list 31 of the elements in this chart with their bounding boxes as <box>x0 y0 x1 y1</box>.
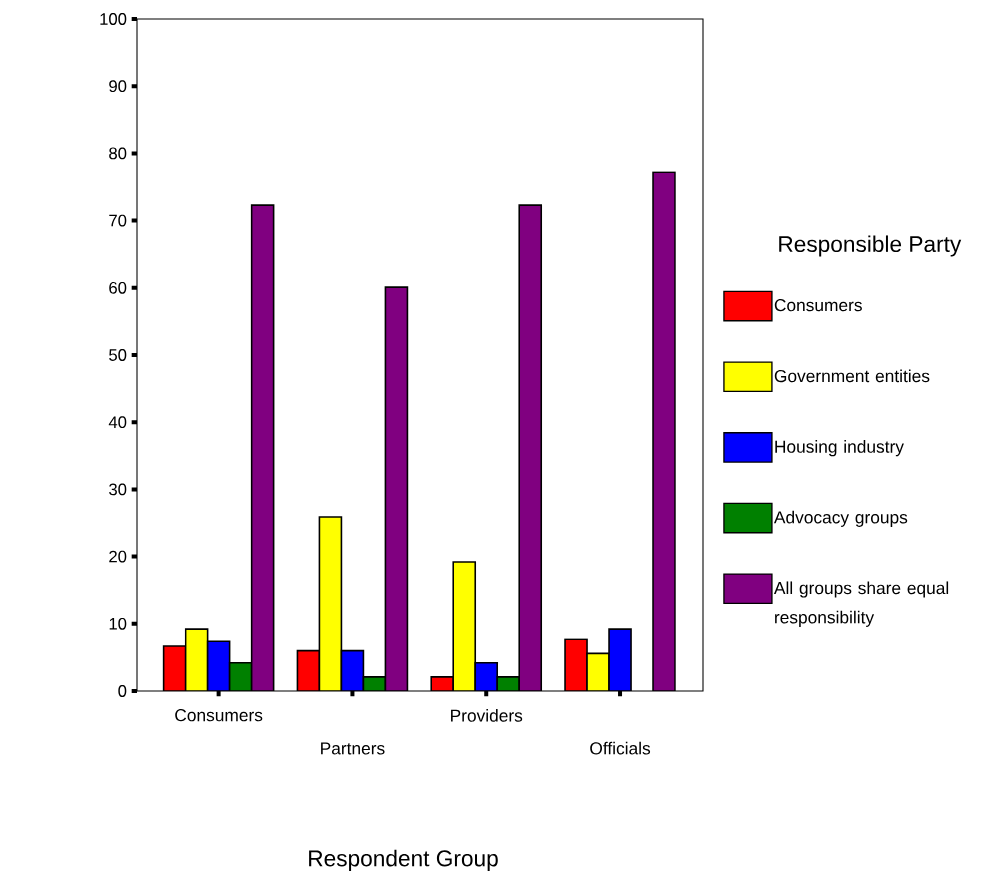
bar <box>162 645 187 691</box>
bar <box>184 628 209 691</box>
legend-label: All groups share equal responsibility <box>773 581 949 627</box>
x-tick-label: Providers <box>451 709 523 722</box>
y-tick-label: 60 <box>109 281 127 294</box>
y-tick-label: 100 <box>100 13 127 25</box>
y-tick-label: 30 <box>109 483 127 496</box>
bar <box>296 649 321 691</box>
legend-title: Responsible Party <box>779 235 962 257</box>
y-tick-label: 90 <box>109 80 127 93</box>
y-tick-label: 70 <box>109 214 127 227</box>
y-tick-label: 10 <box>109 617 127 630</box>
bar <box>384 286 409 691</box>
legend-label: Advocacy groups <box>773 510 908 527</box>
y-tick-label: 80 <box>109 147 127 160</box>
bar <box>250 204 275 691</box>
y-tick-label: 50 <box>109 349 127 361</box>
bar <box>206 640 231 691</box>
y-tick-label: 20 <box>109 550 127 563</box>
legend-label: Housing industry <box>775 440 904 457</box>
x-tick-label: Partners <box>321 742 385 755</box>
bar <box>652 171 676 691</box>
x-axis-title: Respondent Group <box>309 849 498 871</box>
y-tick-label: 0 <box>118 685 127 697</box>
x-tick-label: Officials <box>590 741 651 755</box>
y-tick-label: 40 <box>108 416 127 429</box>
bar <box>318 516 343 691</box>
legend-label: Government entities <box>774 369 930 383</box>
bar <box>518 204 543 691</box>
bar <box>340 649 365 691</box>
legend-label: Consumers <box>774 299 862 312</box>
